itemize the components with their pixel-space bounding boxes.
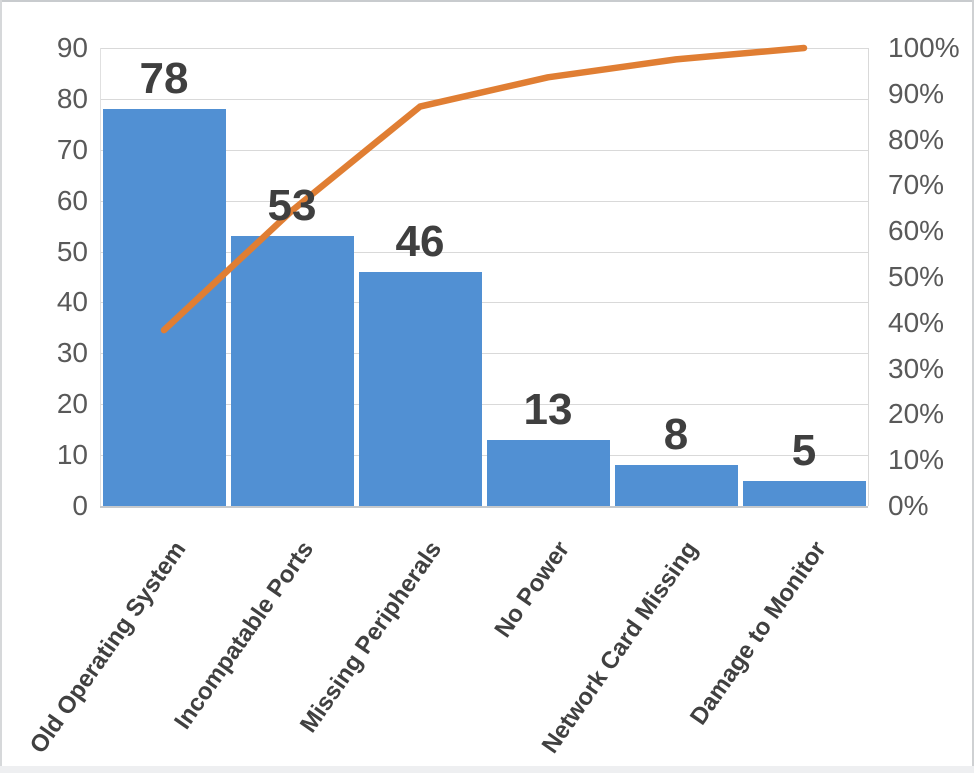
gridline [100,48,868,49]
category-label: Old Operating System [24,536,192,759]
pct-axis-tick-label: 90% [888,77,945,109]
screenshot-right-edge [972,0,974,773]
frequency-bar [230,236,354,506]
frequency-bar [486,439,610,506]
gridline [100,353,868,355]
pct-axis-tick-label: 60% [888,215,945,247]
y-axis-tick-label: 80 [56,82,88,114]
category-label: Missing Peripherals [295,536,448,738]
category-label: No Power [489,536,576,643]
plot-border-right [868,48,869,506]
bar-value-label: 5 [791,425,817,475]
bar-value-label: 78 [139,54,189,104]
category-label: Incompatable Ports [169,536,320,735]
plot-border-left [100,48,101,506]
y-axis-tick-label: 20 [56,388,88,420]
pct-axis-tick-label: 20% [888,398,945,430]
y-axis-tick-label: 60 [56,184,88,216]
frequency-bar [614,465,738,506]
pct-axis-tick-label: 10% [888,444,945,476]
y-axis-tick-label: 50 [56,235,88,267]
y-axis-tick-label: 30 [56,337,88,369]
gridline [100,404,868,406]
y-axis-tick-label: 70 [56,133,88,165]
bar-value-label: 13 [523,384,573,434]
category-label: Damage to Monitor [684,536,832,730]
pct-axis-tick-label: 40% [888,306,945,338]
bar-value-label: 46 [395,216,445,266]
gridline [100,455,868,457]
category-label: Network Card Missing [536,536,704,759]
y-axis-tick-label: 0 [72,490,88,521]
screenshot-bottom-edge [0,766,974,773]
pct-axis-tick-label: 80% [888,123,945,155]
frequency-bar [742,480,866,506]
pct-axis-tick-label: 100% [888,32,960,63]
x-axis-line [100,506,868,508]
frequency-bar [102,109,226,506]
frequency-bar [358,271,482,506]
pct-axis-tick-label: 50% [888,261,945,292]
y-axis-tick-label: 90 [56,32,88,63]
screenshot-top-edge [0,0,974,2]
screenshot-left-edge [0,0,2,773]
pct-axis-tick-label: 70% [888,169,945,201]
y-axis-tick-label: 10 [56,439,88,471]
pct-axis-tick-label: 30% [888,352,945,384]
pct-axis-tick-label: 0% [888,490,929,521]
bar-value-label: 8 [663,410,689,460]
y-axis-tick-label: 40 [56,286,88,318]
